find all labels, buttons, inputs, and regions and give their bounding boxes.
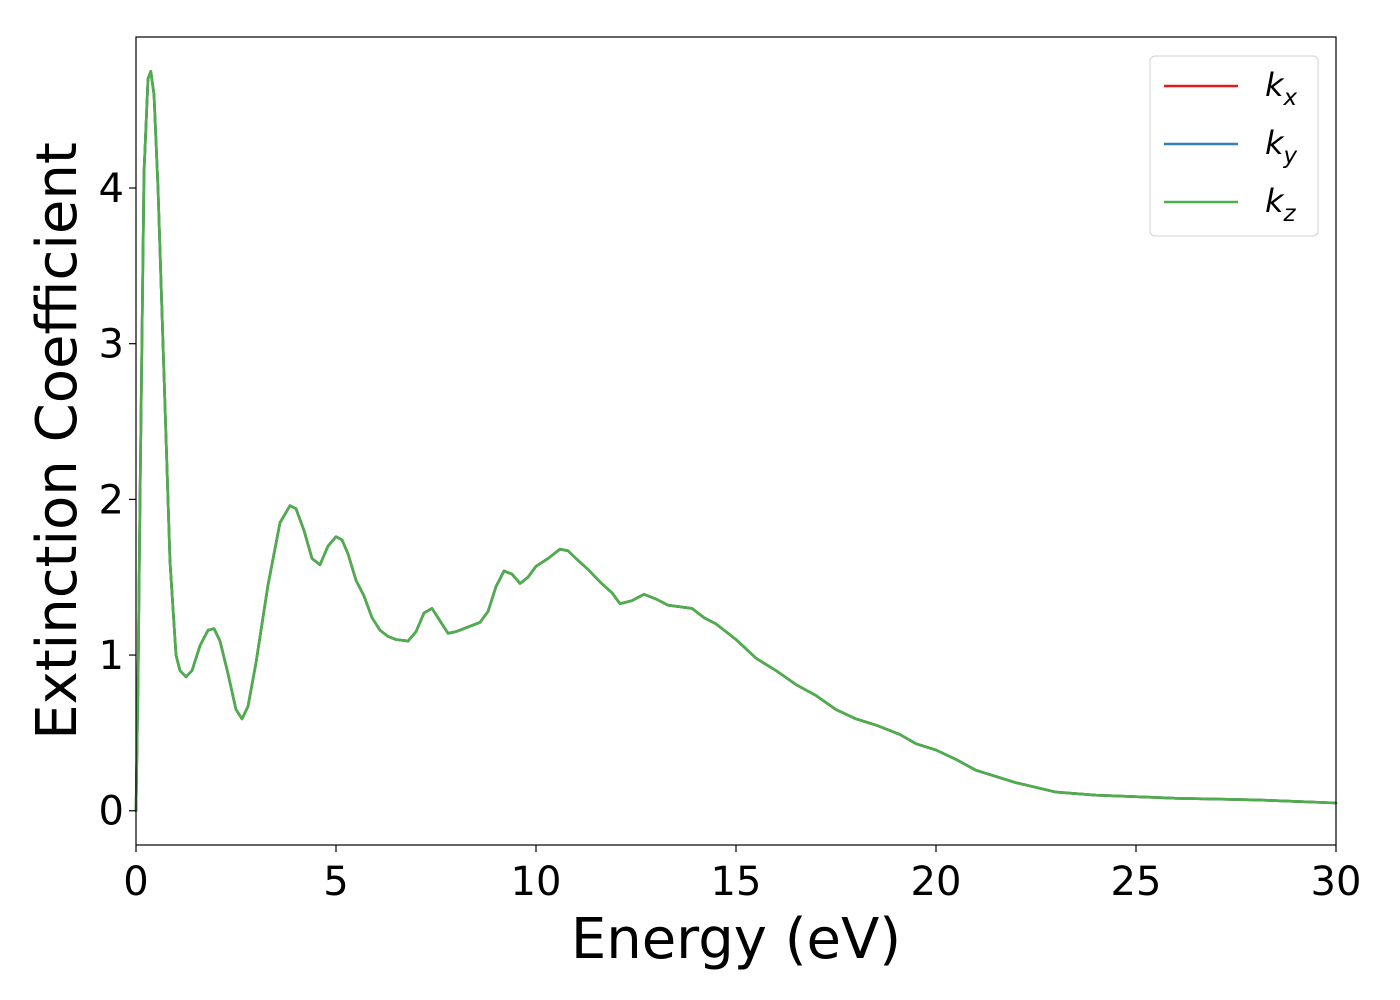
legend-label-kx: kx [1265,66,1298,111]
x-axis-label: Energy (eV) [571,907,901,972]
x-axis-ticks: 0 5 10 15 20 25 30 [123,845,1361,905]
x-tick-label: 0 [123,859,148,905]
x-tick-label: 25 [1111,859,1162,905]
x-tick-label: 15 [711,859,762,905]
series-line-k-z [134,70,1338,812]
y-tick-label: 4 [99,166,124,212]
legend-box [1149,55,1319,237]
y-tick-label: 3 [99,322,124,368]
y-tick-label: 0 [99,789,124,835]
x-tick-label: 10 [511,859,562,905]
series-layer [134,70,1338,812]
legend: kx ky kz [1149,55,1319,237]
y-tick-label: 1 [99,633,124,679]
x-tick-label: 5 [323,859,348,905]
x-tick-label: 30 [1311,859,1362,905]
y-axis-label: Extinction Coefficient [25,142,90,740]
y-axis-ticks: 0 1 2 3 4 [99,166,136,835]
legend-label-ky: ky [1265,124,1298,169]
legend-label-kz: kz [1265,182,1297,227]
x-tick-label: 20 [911,859,962,905]
y-tick-label: 2 [99,477,124,523]
